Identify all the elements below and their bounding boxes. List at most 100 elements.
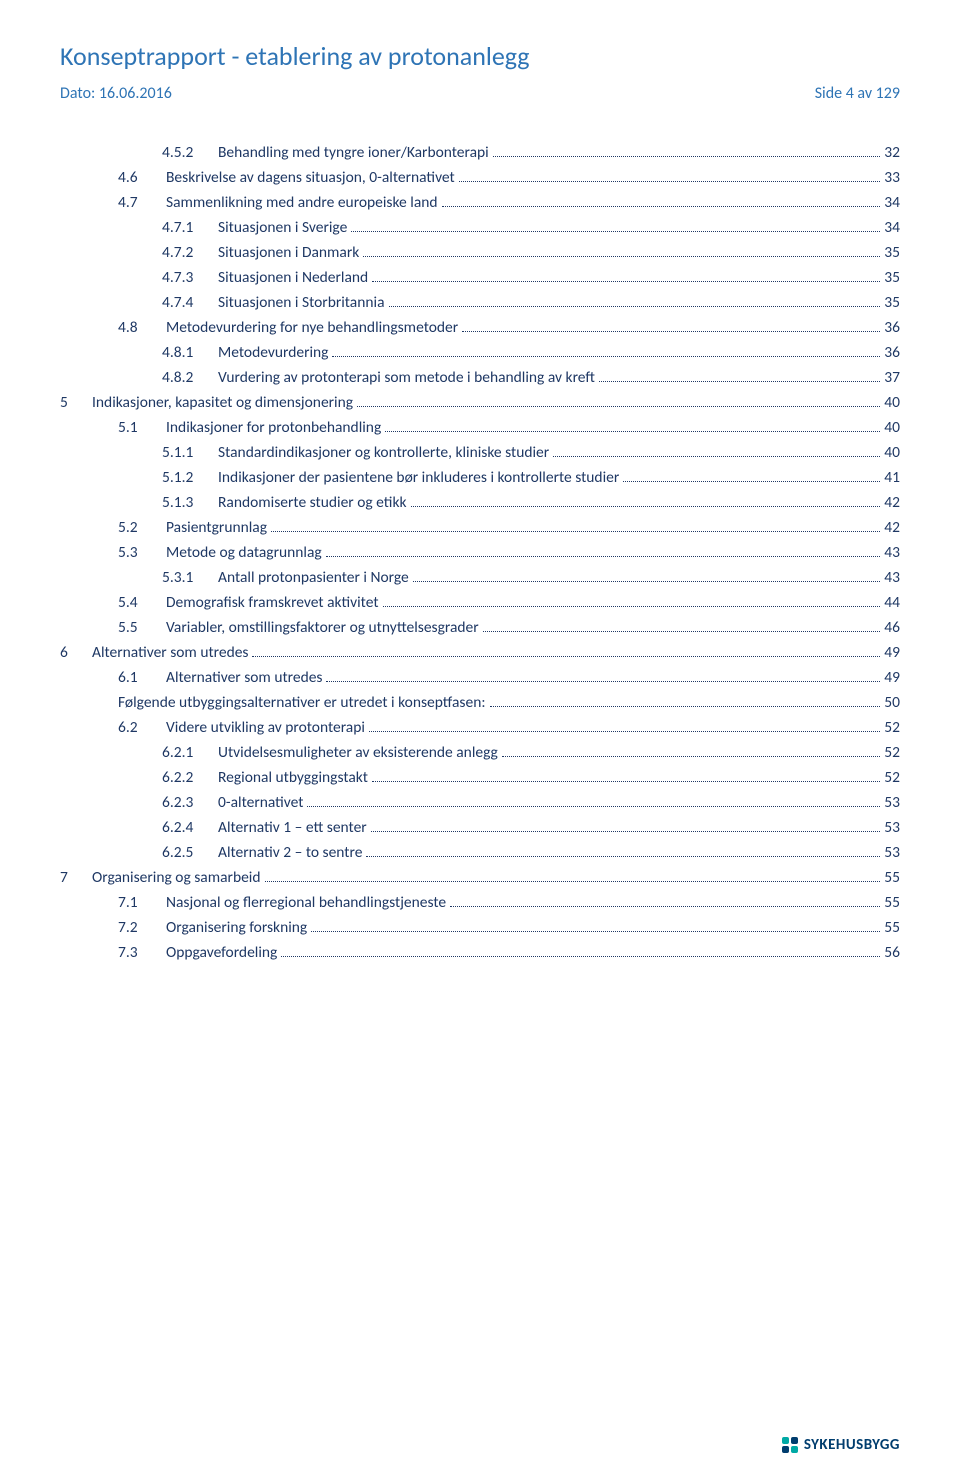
toc-entry: 4.7.1Situasjonen i Sverige34 xyxy=(162,218,900,237)
toc-number: 5.5 xyxy=(118,618,166,637)
toc-text: Videre utvikling av protonterapi xyxy=(166,718,365,737)
toc-text: Situasjonen i Nederland xyxy=(218,268,368,287)
toc-page: 53 xyxy=(884,843,900,862)
toc-text: Standardindikasjoner og kontrollerte, kl… xyxy=(218,443,549,462)
toc-text: Situasjonen i Storbritannia xyxy=(218,293,385,312)
toc-number: 5.1 xyxy=(118,418,166,437)
toc-entry: 6.2.5Alternativ 2 – to sentre53 xyxy=(162,843,900,862)
toc-leader-dots xyxy=(326,556,881,557)
toc-text: Pasientgrunnlag xyxy=(166,518,267,537)
toc-leader-dots xyxy=(311,931,880,932)
toc-text: Regional utbyggingstakt xyxy=(218,768,368,787)
toc-entry: 4.6Beskrivelse av dagens situasjon, 0-al… xyxy=(118,168,900,187)
toc-page: 35 xyxy=(884,293,900,312)
toc-number: 7.3 xyxy=(118,943,166,962)
toc-page: 32 xyxy=(884,143,900,162)
toc-number: 7.2 xyxy=(118,918,166,937)
toc-page: 46 xyxy=(884,618,900,637)
toc-page: 56 xyxy=(884,943,900,962)
toc-page: 55 xyxy=(884,868,900,887)
toc-page: 36 xyxy=(884,318,900,337)
toc-text: Metodevurdering for nye behandlingsmetod… xyxy=(166,318,458,337)
toc-page: 52 xyxy=(884,718,900,737)
toc-text: Randomiserte studier og etikk xyxy=(218,493,407,512)
toc-page: 43 xyxy=(884,568,900,587)
toc-entry: 5.3Metode og datagrunnlag43 xyxy=(118,543,900,562)
toc-entry: 5Indikasjoner, kapasitet og dimensjoneri… xyxy=(60,393,900,412)
toc-number: 4.8.1 xyxy=(162,343,218,362)
toc-text: Indikasjoner, kapasitet og dimensjonerin… xyxy=(92,393,353,412)
toc-page: 44 xyxy=(884,593,900,612)
toc-number: 4.7.2 xyxy=(162,243,218,262)
toc-number: 5 xyxy=(60,393,92,412)
toc-text: Alternativer som utredes xyxy=(166,668,322,687)
logo-text: SYKEHUSBYGG xyxy=(804,1436,900,1454)
toc-number: 6.2.1 xyxy=(162,743,218,762)
toc-entry: 4.7.2Situasjonen i Danmark35 xyxy=(162,243,900,262)
toc-number: 5.3 xyxy=(118,543,166,562)
toc-leader-dots xyxy=(450,906,880,907)
toc-entry: 4.8Metodevurdering for nye behandlingsme… xyxy=(118,318,900,337)
toc-text: Utvidelsesmuligheter av eksisterende anl… xyxy=(218,743,498,762)
toc-number: 7.1 xyxy=(118,893,166,912)
toc-page: 41 xyxy=(884,468,900,487)
toc-number: 7 xyxy=(60,868,92,887)
toc-leader-dots xyxy=(462,331,880,332)
toc-leader-dots xyxy=(490,706,881,707)
toc-text: Nasjonal og flerregional behandlingstjen… xyxy=(166,893,446,912)
toc-number: 6.2 xyxy=(118,718,166,737)
toc-text: Organisering og samarbeid xyxy=(92,868,261,887)
logo-dot-icon xyxy=(791,1446,798,1453)
toc-page: 53 xyxy=(884,818,900,837)
toc-page: 40 xyxy=(884,393,900,412)
toc-number: 5.2 xyxy=(118,518,166,537)
toc-entry: 7.3Oppgavefordeling56 xyxy=(118,943,900,962)
toc-entry: 4.7.4Situasjonen i Storbritannia35 xyxy=(162,293,900,312)
toc-page: 49 xyxy=(884,668,900,687)
toc-number: 6 xyxy=(60,643,92,662)
logo-dot-icon xyxy=(782,1437,789,1444)
toc-leader-dots xyxy=(351,231,880,232)
toc-leader-dots xyxy=(357,406,880,407)
toc-leader-dots xyxy=(413,581,881,582)
toc-text: Antall protonpasienter i Norge xyxy=(218,568,409,587)
toc-text: Indikasjoner der pasientene bør inkluder… xyxy=(218,468,619,487)
toc-entry: 5.2Pasientgrunnlag42 xyxy=(118,518,900,537)
toc-leader-dots xyxy=(553,456,880,457)
toc-entry: 5.5Variabler, omstillingsfaktorer og utn… xyxy=(118,618,900,637)
toc-number: 4.8.2 xyxy=(162,368,218,387)
date-label: Dato: 16.06.2016 xyxy=(60,84,172,103)
toc-entry: 5.1.1Standardindikasjoner og kontrollert… xyxy=(162,443,900,462)
toc-page: 35 xyxy=(884,243,900,262)
toc-text: Vurdering av protonterapi som metode i b… xyxy=(218,368,595,387)
toc-number: 5.3.1 xyxy=(162,568,218,587)
toc-text: Alternativ 1 – ett senter xyxy=(218,818,367,837)
toc-leader-dots xyxy=(442,206,881,207)
page-title: Konseptrapport - etablering av protonanl… xyxy=(60,40,900,72)
toc-entry: 6.2.30-alternativet53 xyxy=(162,793,900,812)
toc-leader-dots xyxy=(281,956,880,957)
toc-entry: 4.7Sammenlikning med andre europeiske la… xyxy=(118,193,900,212)
toc-leader-dots xyxy=(371,831,881,832)
toc-number: 5.1.3 xyxy=(162,493,218,512)
toc-number: 6.2.5 xyxy=(162,843,218,862)
toc-number: 5.4 xyxy=(118,593,166,612)
toc-leader-dots xyxy=(389,306,881,307)
toc-leader-dots xyxy=(271,531,880,532)
toc-entry: 5.4Demografisk framskrevet aktivitet44 xyxy=(118,593,900,612)
toc-leader-dots xyxy=(385,431,880,432)
toc-leader-dots xyxy=(411,506,881,507)
toc-text: Metodevurdering xyxy=(218,343,328,362)
toc-entry: 4.5.2Behandling med tyngre ioner/Karbont… xyxy=(162,143,900,162)
toc-page: 33 xyxy=(884,168,900,187)
toc-entry: 7Organisering og samarbeid 55 xyxy=(60,868,900,887)
footer-logo: SYKEHUSBYGG xyxy=(782,1436,900,1454)
toc-entry: 4.8.2Vurdering av protonterapi som metod… xyxy=(162,368,900,387)
toc-number: 4.7 xyxy=(118,193,166,212)
toc-entry: 5.1Indikasjoner for protonbehandling40 xyxy=(118,418,900,437)
toc-page: 53 xyxy=(884,793,900,812)
toc-page: 55 xyxy=(884,918,900,937)
toc-text: Metode og datagrunnlag xyxy=(166,543,322,562)
toc-text: 0-alternativet xyxy=(218,793,303,812)
toc-page: 42 xyxy=(884,493,900,512)
